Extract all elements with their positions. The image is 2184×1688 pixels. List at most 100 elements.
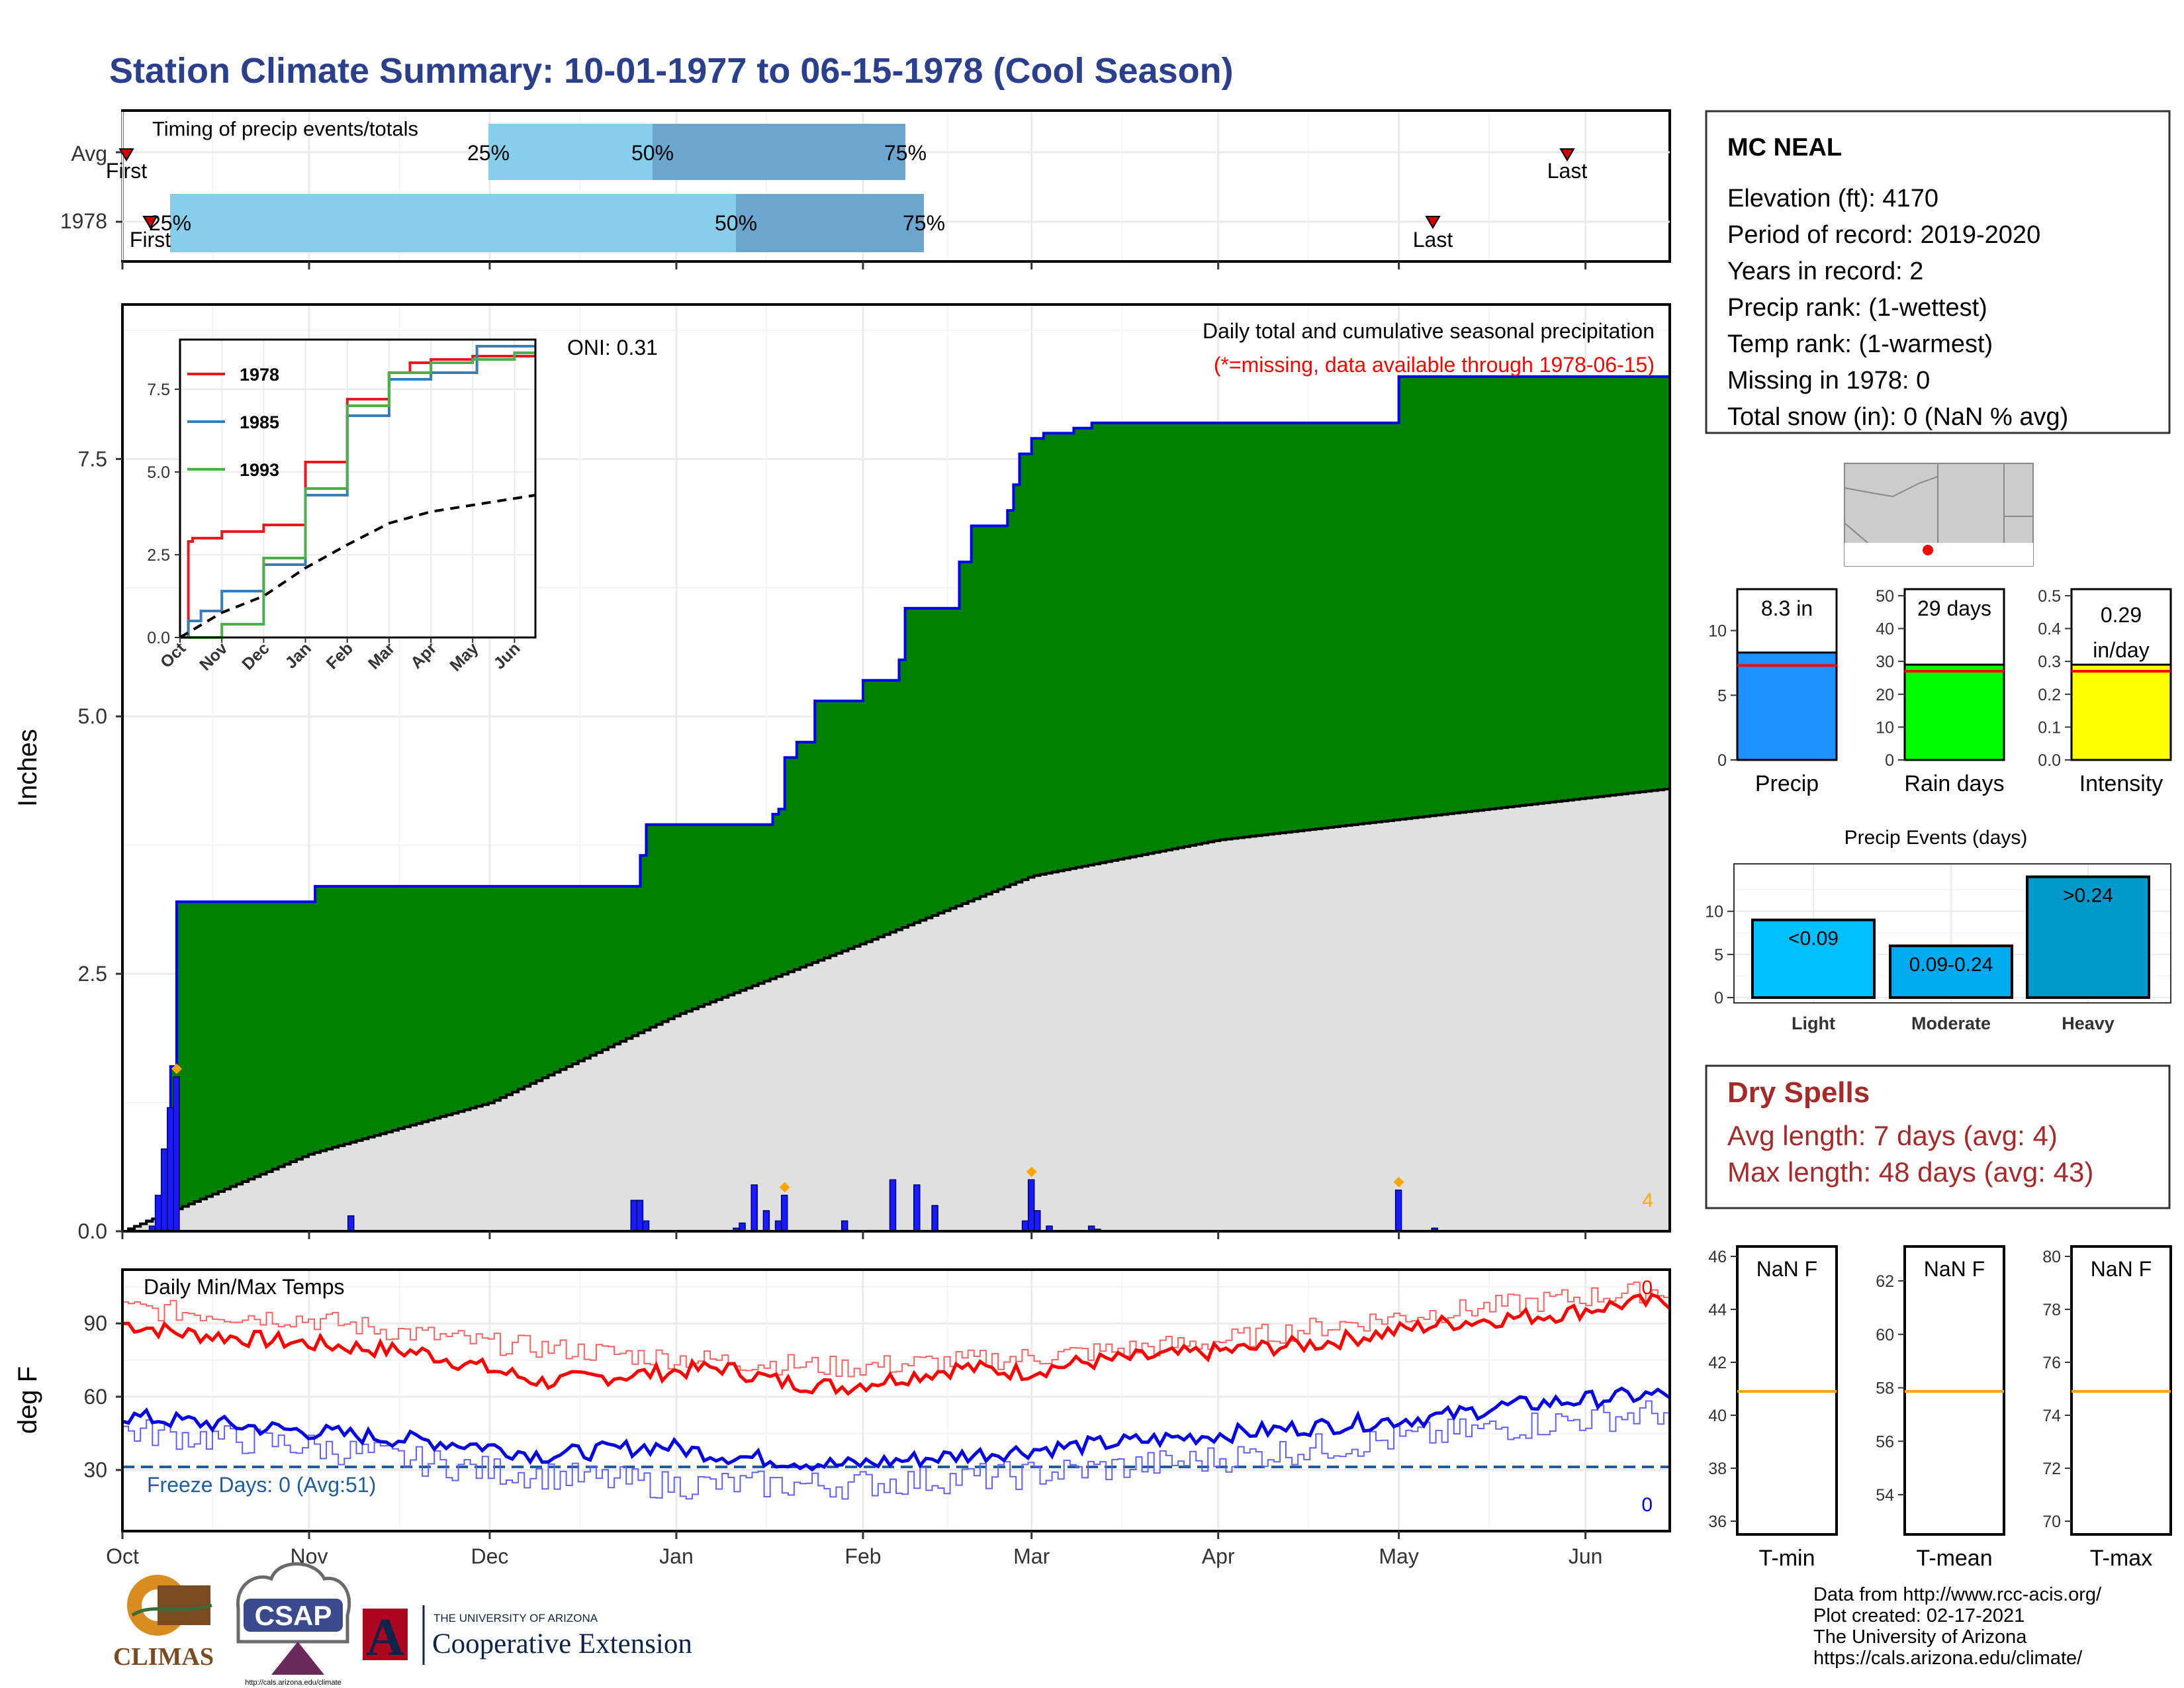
timing-avg-last-marker [1559,148,1575,162]
temp-panel: Daily Min/Max Temps Freeze Days: 0 (Avg:… [13,1268,1671,1568]
climas-logo: CLIMAS [113,1575,214,1671]
temp-box-tick-label: 78 [2042,1301,2061,1319]
precip-panel: Inches 0.0 2.5 5.0 7.5 ONI: 0.31 Daily tota… [13,303,1671,1243]
season-stat-bars: 8.3 in 0 5 10 Precip 29 days 0 10 20 30 40 50 Rain d… [1708,587,2172,796]
mini-bar-precip: 8.3 in 0 5 10 Precip [1708,588,1838,796]
precip-event-category-label: Light [1792,1013,1835,1033]
heavy-event-marker [171,1063,182,1074]
temp-box-tick-label: 40 [1708,1407,1727,1425]
station-name: MC NEAL [1727,134,1842,162]
daily-precip-bar [774,1220,782,1232]
mini-bar-tick-label: 10 [1708,622,1727,641]
temp-box-tick-label: 74 [2042,1407,2061,1425]
temp-box-tick-label: 56 [1876,1432,1894,1451]
timing-1978-75: 75% [903,211,945,235]
precip-event-bar-moderate [1889,944,2013,999]
dry-spells-box: Dry Spells Avg length: 7 days (avg: 4) M… [1705,1064,2171,1209]
daily-precip-bar [642,1220,650,1232]
station-info-box: MC NEAL Elevation (ft): 4170 Period of re… [1705,110,2171,434]
mini-bar-value-label: 29 days [1917,596,1991,620]
mini-bar-label: Rain days [1904,771,2004,796]
timing-1978-25-50 [170,194,736,252]
station-info-line: Missing in 1978: 0 [1727,367,1930,395]
daily-precip-bar [1027,1179,1035,1232]
mini-bar-tick-label: 0 [1885,751,1894,770]
station-info-line: Elevation (ft): 4170 [1727,185,1938,212]
csap-logo: CSAP http://cals.arizona.edu/climate [236,1562,351,1687]
precip-event-tick-label: 0 [1714,989,1723,1008]
csap-logo-text: CSAP [255,1600,332,1631]
month-tick-label: May [1379,1544,1418,1568]
precip-y-tick-label: 5.0 [78,704,107,728]
mini-bar-rain-days: 29 days 0 10 20 30 40 50 Rain days [1876,587,2005,796]
timing-row-avg: Avg [71,142,107,165]
precip-event-category-label: Moderate [1911,1013,1991,1033]
temp-box-value: NaN F [1924,1257,1985,1281]
temp-box-t-max: NaN F 70 72 74 76 78 80 T-max [2042,1245,2172,1571]
timing-1978-last-marker [1425,216,1441,229]
daily-precip-bar [841,1220,848,1232]
temperature-summary-boxes: NaN F 36 38 40 42 44 46 T-min NaN F 54 56 58 60 62 T-m… [1708,1245,2172,1571]
precip-legend-missing: (*=missing, data available through 1978-… [1214,353,1655,377]
csap-logo-url: http://cals.arizona.edu/climate [245,1679,341,1687]
heavy-event-marker [1393,1176,1404,1188]
daily-precip-bar [1021,1220,1029,1232]
timing-avg-25-50 [488,124,653,180]
inset-y-tick-label: 2.5 [147,546,170,565]
month-tick-label: Oct [106,1544,139,1568]
precip-event-bar-light [1751,918,1876,1000]
timing-avg-last-label: Last [1547,159,1588,183]
precip-y-tick-label: 0.0 [78,1219,107,1243]
heavy-event-marker [1026,1166,1037,1178]
mini-bar-tick-label: 0.2 [2038,686,2061,704]
footer-line-1: Data from http://www.rcc-acis.org/ [1813,1584,2102,1605]
mini-bar-tick-label: 0.3 [2038,653,2061,671]
footer-line-3: The University of Arizona [1813,1626,2027,1648]
inset-y-tick-label: 5.0 [147,463,170,482]
temp-box-label: T-max [2090,1546,2152,1571]
month-tick-label: Mar [1013,1544,1050,1568]
ua-logo-top: THE UNIVERSITY OF ARIZONA [433,1612,598,1624]
station-info-line: Temp rank: (1-warmest) [1727,330,1993,358]
daily-precip-bar [630,1199,638,1232]
temp-box-label: T-min [1759,1546,1815,1571]
timing-avg-75: 75% [884,141,927,165]
temp-box-tick-label: 58 [1876,1380,1894,1398]
temp-ylabel: deg F [13,1366,42,1434]
temp-y-tick-label: 30 [83,1458,107,1482]
timing-1978-50: 50% [715,211,757,235]
daily-precip-bar [1394,1190,1402,1232]
precip-events-title: Precip Events (days) [1844,827,2028,849]
mini-bar-label: Intensity [2079,771,2163,796]
month-tick-label: Dec [471,1544,508,1568]
precip-event-value-label: <0.09 [1788,928,1839,950]
temp-box-tick-label: 72 [2042,1460,2061,1478]
mini-bar-tick-label: 0.4 [2038,620,2061,639]
inset-line-average [179,494,536,639]
timing-label: Timing of precip events/totals [152,117,418,140]
daily-precip-bar [1034,1210,1041,1232]
temp-box-value: NaN F [2091,1257,2152,1281]
daily-precip-bar [889,1179,897,1232]
freeze-days-label: Freeze Days: 0 (Avg:51) [147,1473,376,1497]
mini-bar-value [2070,663,2172,761]
dry-spells-title: Dry Spells [1727,1076,1870,1109]
dry-spells-max: Max length: 48 days (avg: 43) [1727,1156,2093,1188]
mini-bar-label: Precip [1755,771,1819,796]
timing-avg-25: 25% [467,141,510,165]
max-count-label: 0 [1641,1277,1653,1299]
university-of-arizona-logo: A THE UNIVERSITY OF ARIZONA Cooperative … [363,1605,692,1667]
timing-1978-25: 25% [149,211,191,235]
precip-y-tick-label: 7.5 [78,447,107,471]
min-count-label: 0 [1641,1494,1653,1516]
timing-1978-first-marker [142,216,158,229]
precip-count-label: 4 [1642,1190,1653,1211]
station-info-line: Period of record: 2019-2020 [1727,221,2040,249]
inset-line-1993 [180,352,535,639]
temp-box-t-min: NaN F 36 38 40 42 44 46 T-min [1708,1245,1838,1571]
footer-credits: Data from http://www.rcc-acis.org/ Plot … [1813,1584,2102,1669]
inset-y-tick-label: 0.0 [147,629,170,647]
footer-line-2: Plot created: 02-17-2021 [1813,1605,2025,1626]
timing-avg-50: 50% [631,141,674,165]
